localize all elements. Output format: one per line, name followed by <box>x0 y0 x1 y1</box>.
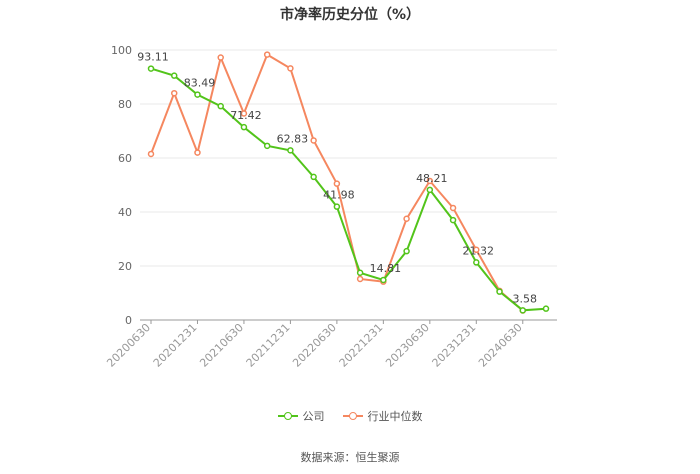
x-tick-label: 20210630 <box>197 321 246 370</box>
data-point-company <box>519 307 527 314</box>
y-tick-label: 80 <box>118 98 132 111</box>
data-label: 71.42 <box>230 109 262 122</box>
legend: 公司 行业中位数 <box>0 408 700 424</box>
y-tick-label: 60 <box>118 152 132 165</box>
data-point-industry-median <box>147 150 155 158</box>
data-point-company <box>542 305 550 312</box>
x-tick-label: 20211231 <box>244 321 293 370</box>
x-tick-label: 20230630 <box>383 321 432 370</box>
data-point-company <box>194 91 201 98</box>
data-point-industry-median <box>310 137 317 144</box>
data-point-company <box>380 276 387 284</box>
data-point-company <box>287 147 294 154</box>
x-tick-label: 20220630 <box>290 321 339 370</box>
data-point-industry-median <box>426 177 434 185</box>
series-line-company <box>150 67 547 312</box>
legend-swatch-industry-median <box>342 411 363 421</box>
data-point-industry-median <box>356 275 364 283</box>
data-point-company <box>310 173 317 181</box>
data-label: 83.49 <box>184 77 216 90</box>
data-point-company <box>426 186 434 194</box>
y-tick-label: 40 <box>118 206 132 219</box>
legend-swatch-company <box>277 411 298 421</box>
data-point-company <box>496 288 503 295</box>
x-tick-label: 20221231 <box>337 321 386 370</box>
data-point-industry-median <box>194 149 201 156</box>
x-tick-label: 20201231 <box>151 321 200 370</box>
data-point-industry-median <box>263 51 271 58</box>
series-lines <box>147 51 550 314</box>
legend-label-industry-median: 行业中位数 <box>367 410 423 423</box>
data-point-industry-median <box>287 65 294 72</box>
x-tick-label: 20200630 <box>104 321 153 370</box>
legend-item-industry-median[interactable]: 行业中位数 <box>342 408 423 424</box>
data-point-company <box>403 247 410 255</box>
data-point-company <box>473 259 480 266</box>
data-point-company <box>170 72 178 79</box>
chart-title: 市净率历史分位（%） <box>279 7 421 23</box>
data-point-company <box>217 102 224 110</box>
data-point-company <box>333 203 341 210</box>
y-tick-label: 0 <box>125 314 132 327</box>
data-point-company <box>263 142 271 150</box>
data-point-industry-median <box>170 89 178 97</box>
data-label: 14.81 <box>370 262 402 275</box>
x-tick-label: 20240630 <box>476 321 525 370</box>
data-label: 93.11 <box>137 51 169 64</box>
data-point-industry-median <box>403 215 410 222</box>
grid-lines <box>140 49 557 267</box>
data-label: 41.98 <box>323 189 355 202</box>
data-point-company <box>449 216 457 224</box>
data-point-industry-median <box>449 204 457 212</box>
data-source-note: 数据来源：恒生聚源 <box>300 451 400 464</box>
data-point-industry-median <box>333 180 341 187</box>
data-point-company <box>147 65 155 72</box>
legend-label-company: 公司 <box>302 410 325 423</box>
data-point-industry-median <box>473 246 480 254</box>
data-labels: 93.11 83.49 71.42 62.83 41.98 14.81 48.21 21.32… <box>137 51 537 306</box>
data-label: 62.83 <box>277 132 309 145</box>
data-point-company <box>240 123 248 131</box>
data-label: 21.32 <box>463 244 495 257</box>
x-tick-label: 20231231 <box>430 321 479 370</box>
data-point-company <box>356 269 364 276</box>
data-label: 48.21 <box>416 172 448 185</box>
data-point-industry-median <box>240 110 248 117</box>
data-point-industry-median <box>217 54 224 61</box>
y-tick-label: 20 <box>118 260 132 273</box>
y-tick-label: 100 <box>111 44 132 57</box>
legend-item-company[interactable]: 公司 <box>277 408 325 424</box>
data-label: 3.58 <box>513 292 538 305</box>
